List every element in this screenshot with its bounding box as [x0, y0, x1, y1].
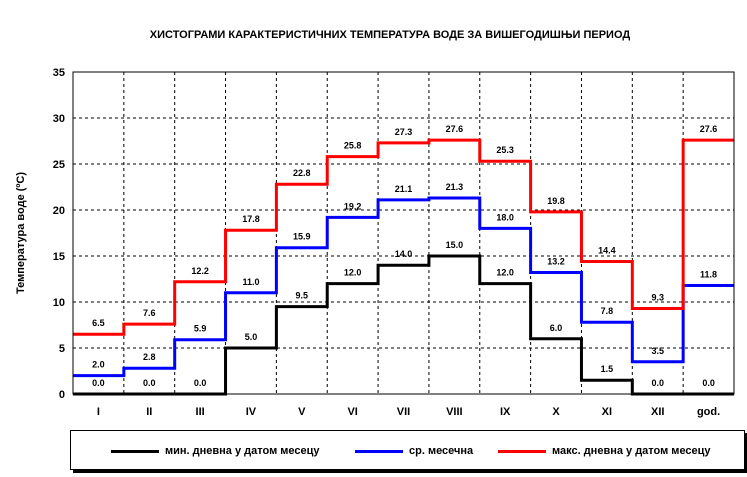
- data-labels: 0.0 0.0 0.0 5.0 9.5 12.0 14.0 15.0 12.0 6.0 1.5 0.0…: [92, 124, 717, 388]
- legend-swatch-min: [111, 449, 159, 453]
- series-line-1: [73, 196, 734, 378]
- data-label: 2.0: [92, 360, 105, 370]
- x-tick-label: VII: [397, 406, 410, 418]
- x-tick-label: V: [298, 406, 306, 418]
- x-tick-label: IX: [500, 406, 511, 418]
- data-label: 11.8: [700, 269, 717, 279]
- data-label: 9.3: [651, 292, 664, 302]
- data-label: 15.0: [446, 240, 464, 250]
- data-label: 6.5: [92, 318, 105, 328]
- temperature-chart: ХИСТОГРАМИ КАРАКТЕРИСТИЧНИХ ТЕМПЕРАТУРА …: [15, 29, 735, 418]
- data-label: 25.8: [344, 141, 362, 151]
- data-label: 15.9: [293, 232, 311, 242]
- data-label: 7.8: [601, 306, 614, 316]
- data-label: 0.0: [92, 378, 105, 388]
- grid: [73, 72, 734, 394]
- y-tick-labels: 0 5 10 15 20 25 30 35: [53, 67, 65, 401]
- data-label: 21.3: [446, 182, 464, 192]
- data-label: 11.0: [242, 277, 259, 287]
- data-label: 3.5: [651, 346, 664, 356]
- legend-item-avg: ср. месечна: [355, 445, 473, 457]
- data-label: 0.0: [194, 378, 207, 388]
- series-lines: [73, 138, 734, 396]
- data-label: 9.5: [296, 291, 309, 301]
- legend-item-max: макс. дневна у датом месецу: [498, 445, 711, 457]
- data-label: 27.6: [700, 124, 718, 134]
- data-label: 7.6: [143, 308, 156, 318]
- data-label: 13.2: [547, 257, 565, 267]
- data-label: 25.3: [496, 145, 514, 155]
- data-label: 1.5: [601, 364, 614, 374]
- y-tick-label: 5: [59, 343, 65, 355]
- x-tick-labels: I II III IV V VI VII VIII IX X XI XII god.: [97, 406, 720, 418]
- data-label: 21.1: [395, 184, 413, 194]
- y-tick-label: 35: [53, 67, 65, 79]
- data-label: 18.0: [496, 212, 514, 222]
- legend-swatch-avg: [355, 449, 403, 453]
- data-label: 0.0: [702, 378, 715, 388]
- data-label: 2.8: [143, 352, 156, 362]
- data-label: 19.8: [547, 196, 565, 206]
- chart-title: ХИСТОГРАМИ КАРАКТЕРИСТИЧНИХ ТЕМПЕРАТУРА …: [150, 29, 631, 41]
- data-label: 14.0: [395, 249, 413, 259]
- legend-label-min: мин. дневна у датом месецу: [165, 445, 320, 457]
- x-tick-label: I: [97, 406, 100, 418]
- x-tick-label: XII: [651, 406, 664, 418]
- y-tick-label: 10: [53, 297, 65, 309]
- series-line-2: [73, 138, 734, 336]
- data-label: 12.0: [496, 268, 514, 278]
- legend-label-max: макс. дневна у датом месецу: [552, 445, 711, 457]
- x-tick-label: III: [196, 406, 205, 418]
- data-label: 5.0: [245, 332, 258, 342]
- x-tick-label: VIII: [446, 406, 463, 418]
- plot-area-border: [72, 71, 735, 395]
- data-label: 12.2: [191, 266, 209, 276]
- data-label: 27.6: [446, 124, 464, 134]
- y-tick-label: 0: [59, 389, 65, 401]
- data-label: 14.4: [598, 246, 616, 256]
- legend-item-min: мин. дневна у датом месецу: [111, 445, 320, 457]
- data-label: 27.3: [395, 127, 413, 137]
- data-label: 17.8: [242, 214, 260, 224]
- x-tick-label: god.: [697, 406, 720, 418]
- y-tick-label: 25: [53, 159, 65, 171]
- x-tick-label: VI: [347, 406, 357, 418]
- y-axis-label: Температура воде (ºC): [15, 172, 27, 294]
- x-tick-label: IV: [246, 406, 257, 418]
- x-tick-label: II: [146, 406, 152, 418]
- y-tick-label: 30: [53, 113, 65, 125]
- data-label: 22.8: [293, 168, 311, 178]
- x-tick-label: X: [552, 406, 560, 418]
- y-tick-label: 15: [53, 251, 65, 263]
- series-line-0: [73, 254, 734, 396]
- data-label: 12.0: [344, 268, 362, 278]
- x-tick-label: XI: [602, 406, 612, 418]
- data-label: 5.9: [194, 324, 207, 334]
- legend-swatch-max: [498, 449, 546, 453]
- data-label: 0.0: [143, 378, 156, 388]
- legend: мин. дневна у датом месецу ср. месечна м…: [70, 430, 745, 470]
- data-label: 0.0: [651, 378, 664, 388]
- legend-label-avg: ср. месечна: [409, 445, 474, 457]
- data-label: 19.2: [344, 201, 362, 211]
- y-tick-label: 20: [53, 205, 65, 217]
- data-label: 6.0: [550, 323, 563, 333]
